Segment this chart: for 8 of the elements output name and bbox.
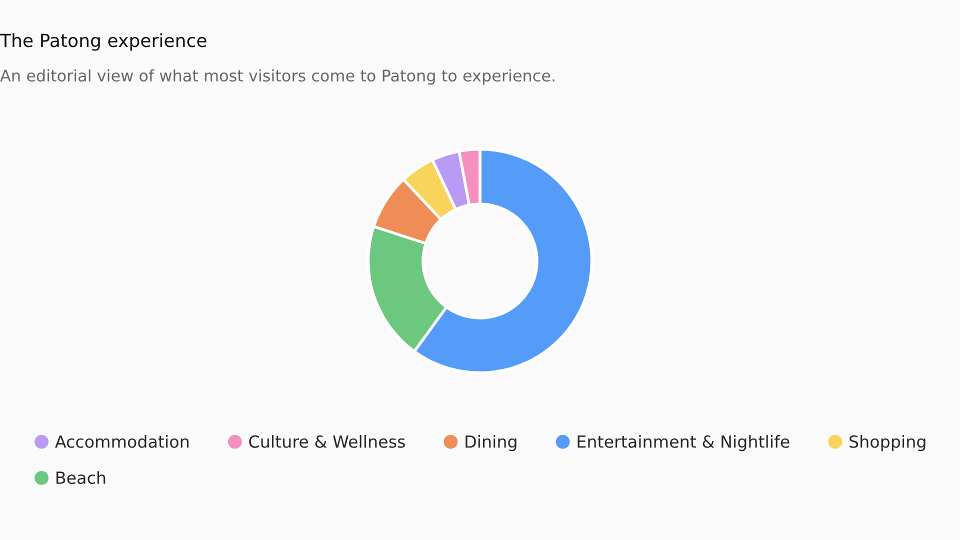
- legend-label: Culture & Wellness: [249, 435, 405, 448]
- chart-subtitle: An editorial view of what most visitors come to Patong to experience.: [0, 69, 554, 85]
- chart-title: The Patong experience: [0, 33, 206, 51]
- legend-label: Accommodation: [55, 435, 188, 448]
- legend-label: Entertainment & Nightlife: [578, 435, 790, 452]
- legend-label: Beach: [56, 471, 106, 484]
- legend-label: Shopping: [850, 435, 926, 452]
- legend-label: Dining: [466, 435, 516, 452]
